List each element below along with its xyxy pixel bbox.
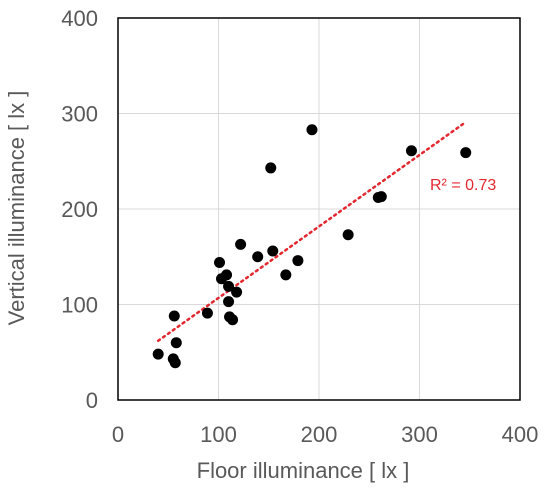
data-point	[227, 314, 239, 326]
data-point	[168, 310, 180, 322]
data-point	[375, 191, 387, 203]
y-tick-label: 300	[61, 102, 98, 127]
data-point	[221, 269, 233, 281]
data-point	[214, 256, 226, 268]
data-point	[223, 296, 235, 308]
trendline	[156, 120, 467, 343]
data-point	[152, 348, 164, 360]
data-point	[252, 251, 264, 263]
x-tick-labels: 0 100 200 300 400	[112, 422, 538, 447]
y-tick-label: 100	[61, 293, 98, 318]
data-points	[152, 124, 472, 369]
x-tick-label: 300	[401, 422, 438, 447]
data-point	[306, 124, 318, 136]
y-axis-title: Vertical illuminance [ lx ]	[4, 91, 29, 326]
data-point	[460, 147, 472, 159]
data-point	[201, 307, 213, 319]
data-point	[169, 357, 181, 369]
gridlines	[118, 18, 520, 400]
data-point	[292, 255, 304, 267]
x-tick-label: 100	[200, 422, 237, 447]
data-point	[342, 229, 354, 241]
data-point	[223, 280, 235, 292]
x-tick-label: 200	[301, 422, 338, 447]
plot-area-frame	[117, 17, 521, 401]
y-tick-label: 200	[61, 197, 98, 222]
y-tick-label: 400	[61, 6, 98, 31]
data-point	[280, 269, 292, 281]
data-point	[170, 337, 182, 349]
x-axis-title: Floor illuminance [ lx ]	[197, 458, 410, 483]
data-point	[267, 245, 279, 257]
y-tick-labels: 0 100 200 300 400	[61, 6, 98, 413]
r-squared-label: R² = 0.73	[430, 177, 496, 194]
data-point	[265, 162, 277, 174]
data-point	[235, 238, 247, 250]
data-point	[231, 286, 243, 298]
data-point	[405, 145, 417, 157]
x-tick-label: 0	[112, 422, 124, 447]
x-tick-label: 400	[502, 422, 539, 447]
y-tick-label: 0	[86, 388, 98, 413]
